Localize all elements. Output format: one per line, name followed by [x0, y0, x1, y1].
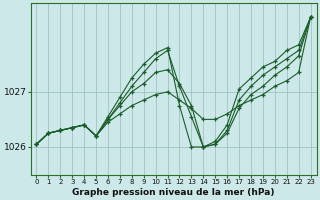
X-axis label: Graphe pression niveau de la mer (hPa): Graphe pression niveau de la mer (hPa) — [72, 188, 275, 197]
